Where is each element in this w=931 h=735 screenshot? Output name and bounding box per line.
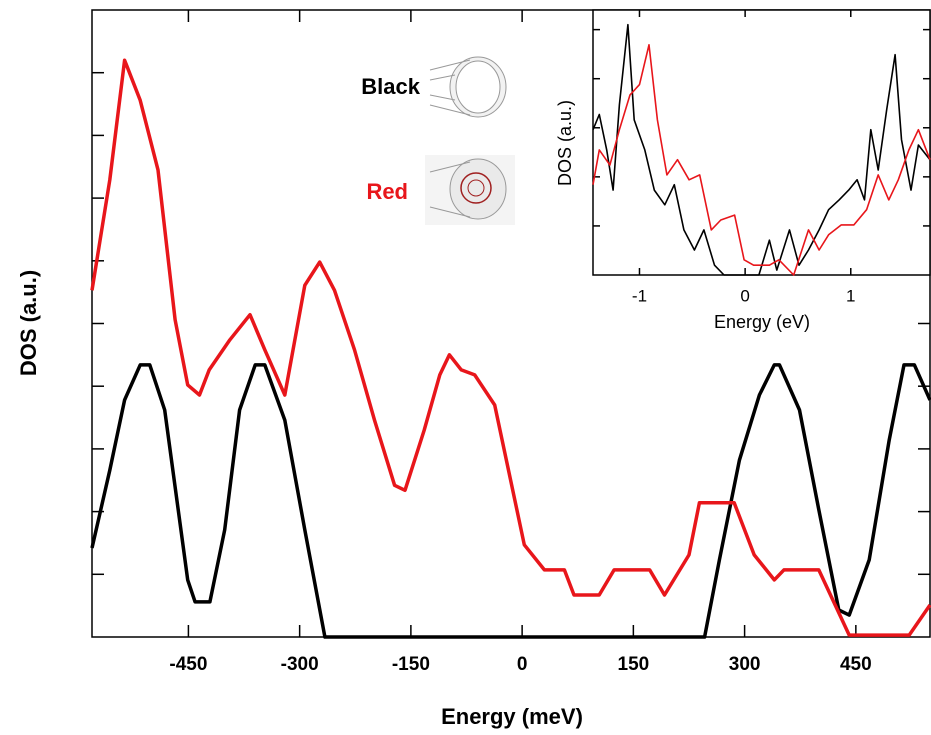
peapod-icon bbox=[425, 155, 515, 225]
x-tick-label: -1 bbox=[632, 286, 647, 305]
x-tick-label: -300 bbox=[281, 654, 319, 675]
x-tick-label: -150 bbox=[392, 654, 430, 675]
x-tick-label: 0 bbox=[517, 654, 528, 675]
plot-frame bbox=[592, 9, 931, 276]
x-tick-label: 300 bbox=[729, 654, 761, 675]
x-axis-label: Energy (meV) bbox=[441, 704, 583, 729]
x-tick-label: 1 bbox=[846, 286, 855, 305]
data-line bbox=[90, 58, 931, 637]
x-tick-label: 450 bbox=[840, 654, 872, 675]
x-tick-label: 0 bbox=[740, 286, 749, 305]
data-line bbox=[592, 44, 931, 276]
x-axis-label: Energy (eV) bbox=[714, 312, 810, 332]
inset-chart: -1 0 1 Energy (eV) DOS (a.u.) bbox=[555, 9, 931, 332]
y-axis-label: DOS (a.u.) bbox=[16, 270, 41, 376]
legend-label: Red bbox=[366, 179, 408, 204]
x-tick-label: -450 bbox=[169, 654, 207, 675]
nanotube-icon bbox=[429, 56, 507, 118]
data-line bbox=[90, 363, 931, 639]
data-line bbox=[592, 23, 931, 276]
y-axis-label: DOS (a.u.) bbox=[555, 100, 575, 186]
legend-icons bbox=[425, 56, 515, 225]
legend-label: Black bbox=[361, 74, 420, 99]
x-tick-label: 150 bbox=[618, 654, 650, 675]
